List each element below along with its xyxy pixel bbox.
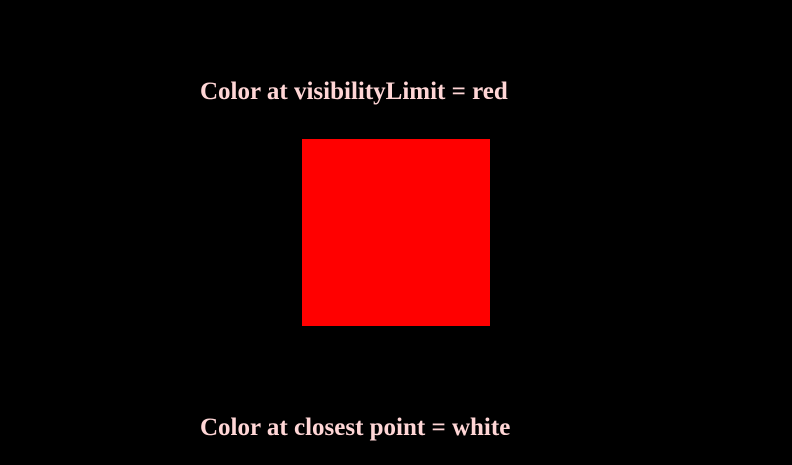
red-square — [302, 139, 490, 326]
closest-point-label: Color at closest point = white — [200, 414, 511, 441]
visibility-limit-label: Color at visibilityLimit = red — [200, 78, 508, 105]
